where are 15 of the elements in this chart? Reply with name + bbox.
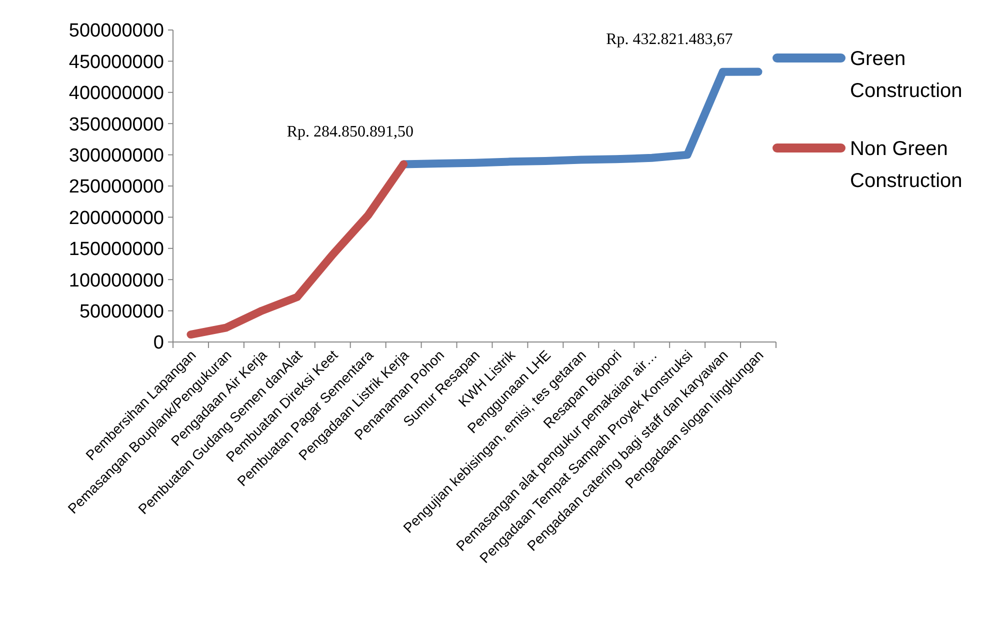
y-tick-label: 450000000 bbox=[68, 52, 164, 73]
legend-label: Non Green Construction bbox=[850, 138, 962, 192]
legend-label: Green Construction bbox=[850, 48, 962, 102]
y-tick-label: 250000000 bbox=[68, 176, 164, 198]
y-tick-label: 50000000 bbox=[79, 301, 164, 322]
y-tick-label: 400000000 bbox=[68, 83, 164, 104]
y-tick-label: 100000000 bbox=[68, 270, 164, 292]
y-tick-label: 500000000 bbox=[68, 20, 164, 42]
annotation: Rp. 284.850.891,50 bbox=[286, 123, 414, 140]
y-tick-label: 350000000 bbox=[68, 114, 164, 136]
y-tick-label: 200000000 bbox=[68, 208, 164, 229]
y-tick-label: 0 bbox=[153, 332, 164, 354]
y-tick-label: 150000000 bbox=[68, 239, 164, 260]
y-tick-label: 300000000 bbox=[68, 145, 164, 166]
annotation: Rp. 432.821.483,67 bbox=[606, 30, 733, 48]
